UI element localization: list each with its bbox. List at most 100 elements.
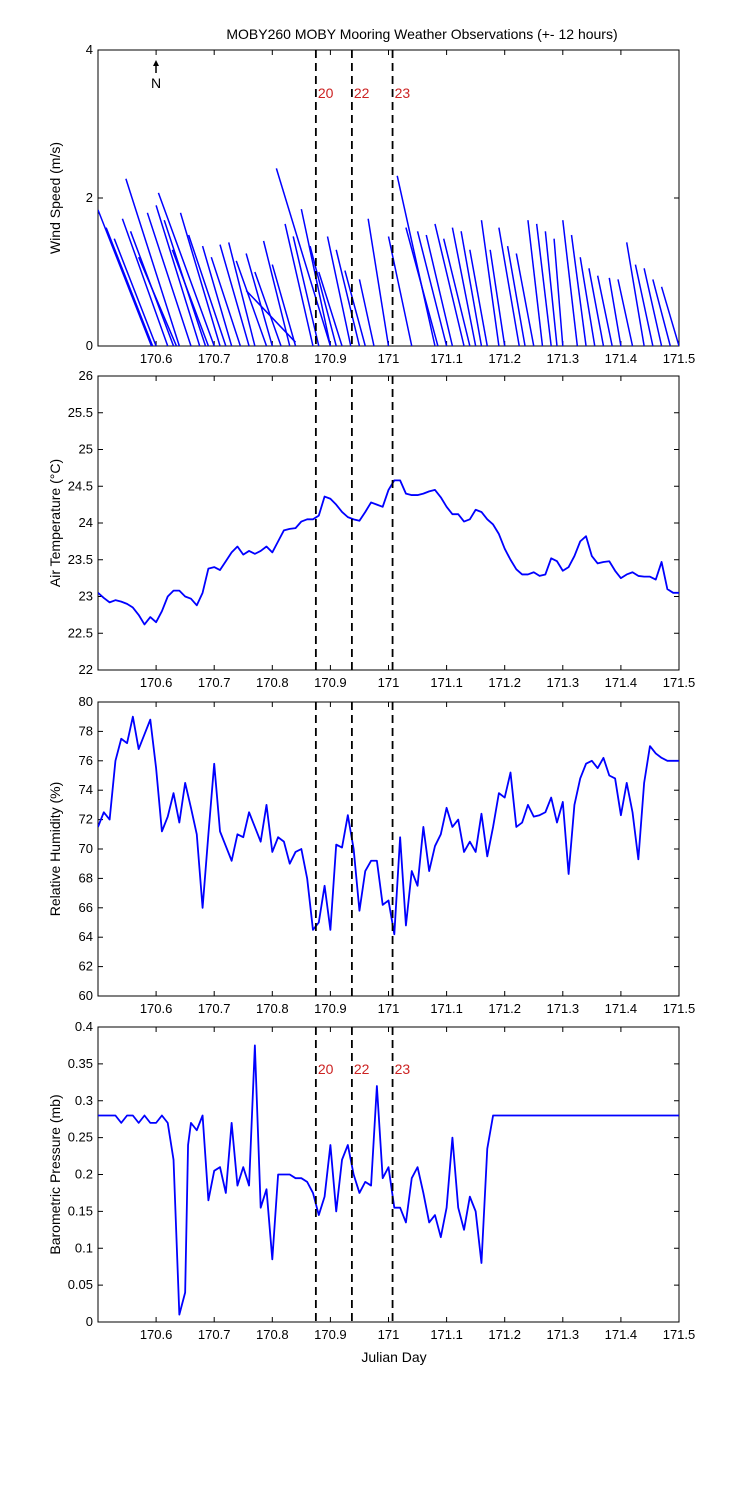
wind-stick bbox=[660, 286, 679, 346]
y-tick-label: 24.5 bbox=[68, 478, 93, 493]
wind-stick bbox=[125, 178, 181, 346]
wind-stick bbox=[292, 236, 320, 346]
y-tick-label: 22 bbox=[79, 662, 93, 677]
wind-stick bbox=[460, 231, 483, 346]
wind-stick bbox=[146, 212, 192, 346]
x-tick-label: 171 bbox=[378, 351, 400, 366]
y-tick-label: 23 bbox=[79, 589, 93, 604]
series-humidity bbox=[98, 715, 679, 936]
x-tick-label: 170.7 bbox=[198, 675, 231, 690]
wind-stick bbox=[105, 227, 154, 346]
event-label: 23 bbox=[395, 85, 411, 101]
x-tick-label: 171.3 bbox=[547, 1001, 580, 1016]
event-label: 20 bbox=[318, 1061, 334, 1077]
wind-stick bbox=[245, 253, 274, 346]
wind-stick bbox=[387, 236, 413, 346]
y-tick-label: 78 bbox=[79, 723, 93, 738]
x-tick-label: 171.2 bbox=[488, 1001, 521, 1016]
y-tick-label: 24 bbox=[79, 515, 93, 530]
x-tick-label: 171 bbox=[378, 1001, 400, 1016]
y-tick-label: 60 bbox=[79, 988, 93, 1003]
x-tick-label: 171.3 bbox=[547, 351, 580, 366]
y-tick-label: 64 bbox=[79, 929, 93, 944]
y-tick-label: 68 bbox=[79, 870, 93, 885]
event-label: 22 bbox=[354, 85, 370, 101]
wind-stick bbox=[318, 271, 343, 346]
wind-stick bbox=[498, 227, 520, 346]
wind-stick bbox=[210, 256, 242, 346]
wind-stick bbox=[98, 209, 153, 346]
y-tick-label: 0 bbox=[86, 1314, 93, 1329]
wind-stick bbox=[367, 218, 390, 346]
y-tick-label: 0 bbox=[86, 338, 93, 353]
x-tick-label: 170.9 bbox=[314, 675, 347, 690]
series-line bbox=[98, 1044, 679, 1316]
wind-stick bbox=[155, 205, 201, 346]
x-tick-label: 171.4 bbox=[605, 351, 638, 366]
x-tick-label: 171.5 bbox=[663, 351, 696, 366]
x-tick-label: 170.8 bbox=[256, 1001, 289, 1016]
wind-stick bbox=[634, 264, 654, 346]
x-tick-label: 170.6 bbox=[140, 1327, 173, 1342]
wind-stick bbox=[113, 238, 157, 346]
y-axis-label: Relative Humidity (%) bbox=[47, 782, 63, 917]
x-tick-label: 170.7 bbox=[198, 1327, 231, 1342]
x-tick-label: 170.6 bbox=[140, 1001, 173, 1016]
wind-stick bbox=[245, 289, 297, 343]
y-axis-label: Air Temperature (°C) bbox=[47, 459, 63, 587]
x-tick-label: 170.8 bbox=[256, 351, 289, 366]
wind-stick bbox=[489, 249, 506, 346]
wind-stick bbox=[344, 270, 366, 346]
wind-stick bbox=[588, 268, 605, 346]
wind-stick bbox=[570, 234, 587, 346]
series-line bbox=[98, 715, 679, 936]
x-tick-label: 171.1 bbox=[430, 1001, 463, 1016]
panel-pressure: 170.6 170.7 170.8 170.9 171 171.1 171.2 171.3 17… bbox=[47, 1019, 695, 1342]
wind-stick bbox=[442, 238, 471, 346]
wind-stick bbox=[434, 223, 465, 346]
y-tick-label: 66 bbox=[79, 900, 93, 915]
x-tick-label: 170.9 bbox=[314, 351, 347, 366]
y-tick-label: 0.35 bbox=[68, 1056, 93, 1071]
series-temp bbox=[98, 479, 679, 626]
axes-layer: 170.6 170.7 170.8 170.9 171 171.1 171.2 171.3 17… bbox=[47, 42, 695, 1342]
wind-stick bbox=[544, 231, 558, 346]
axes-frame bbox=[97, 1026, 680, 1323]
x-tick-label: 170.8 bbox=[256, 1327, 289, 1342]
wind-stick bbox=[396, 175, 436, 346]
y-tick-label: 0.15 bbox=[68, 1203, 93, 1218]
x-tick-label: 171.5 bbox=[663, 1327, 696, 1342]
wind-stick bbox=[358, 279, 375, 346]
y-tick-label: 0.4 bbox=[75, 1019, 93, 1034]
wind-stick bbox=[235, 260, 268, 346]
y-tick-label: 0.25 bbox=[68, 1130, 93, 1145]
wind-stick bbox=[416, 231, 448, 346]
y-tick-label: 22.5 bbox=[68, 625, 93, 640]
wind-stick bbox=[254, 271, 282, 346]
event-label: 22 bbox=[354, 1061, 370, 1077]
panel-temp: 170.6 170.7 170.8 170.9 171 171.1 171.2 171.3 17… bbox=[47, 368, 695, 690]
wind-stick bbox=[643, 268, 663, 346]
x-tick-label: 171.4 bbox=[605, 1001, 638, 1016]
series-wind bbox=[98, 168, 679, 346]
y-tick-label: 0.05 bbox=[68, 1277, 93, 1292]
north-arrowhead-icon bbox=[153, 60, 159, 66]
wind-stick bbox=[625, 242, 645, 346]
figure-title: MOBY260 MOBY Mooring Weather Observation… bbox=[226, 26, 617, 42]
wind-stick bbox=[227, 242, 256, 346]
y-tick-label: 25 bbox=[79, 442, 93, 457]
x-tick-label: 171 bbox=[378, 1327, 400, 1342]
panel-humidity: 170.6 170.7 170.8 170.9 171 171.1 171.2 171.3 17… bbox=[47, 694, 695, 1016]
wind-stick bbox=[284, 223, 314, 346]
wind-stick bbox=[425, 234, 454, 346]
wind-stick bbox=[562, 220, 579, 346]
y-tick-label: 70 bbox=[79, 841, 93, 856]
wind-stick bbox=[326, 236, 352, 346]
y-tick-label: 62 bbox=[79, 959, 93, 974]
wind-stick bbox=[137, 256, 178, 346]
wind-stick bbox=[451, 227, 477, 346]
wind-stick bbox=[596, 275, 613, 346]
x-tick-label: 171.3 bbox=[547, 675, 580, 690]
series-line bbox=[98, 479, 679, 626]
y-tick-label: 0.2 bbox=[75, 1167, 93, 1182]
